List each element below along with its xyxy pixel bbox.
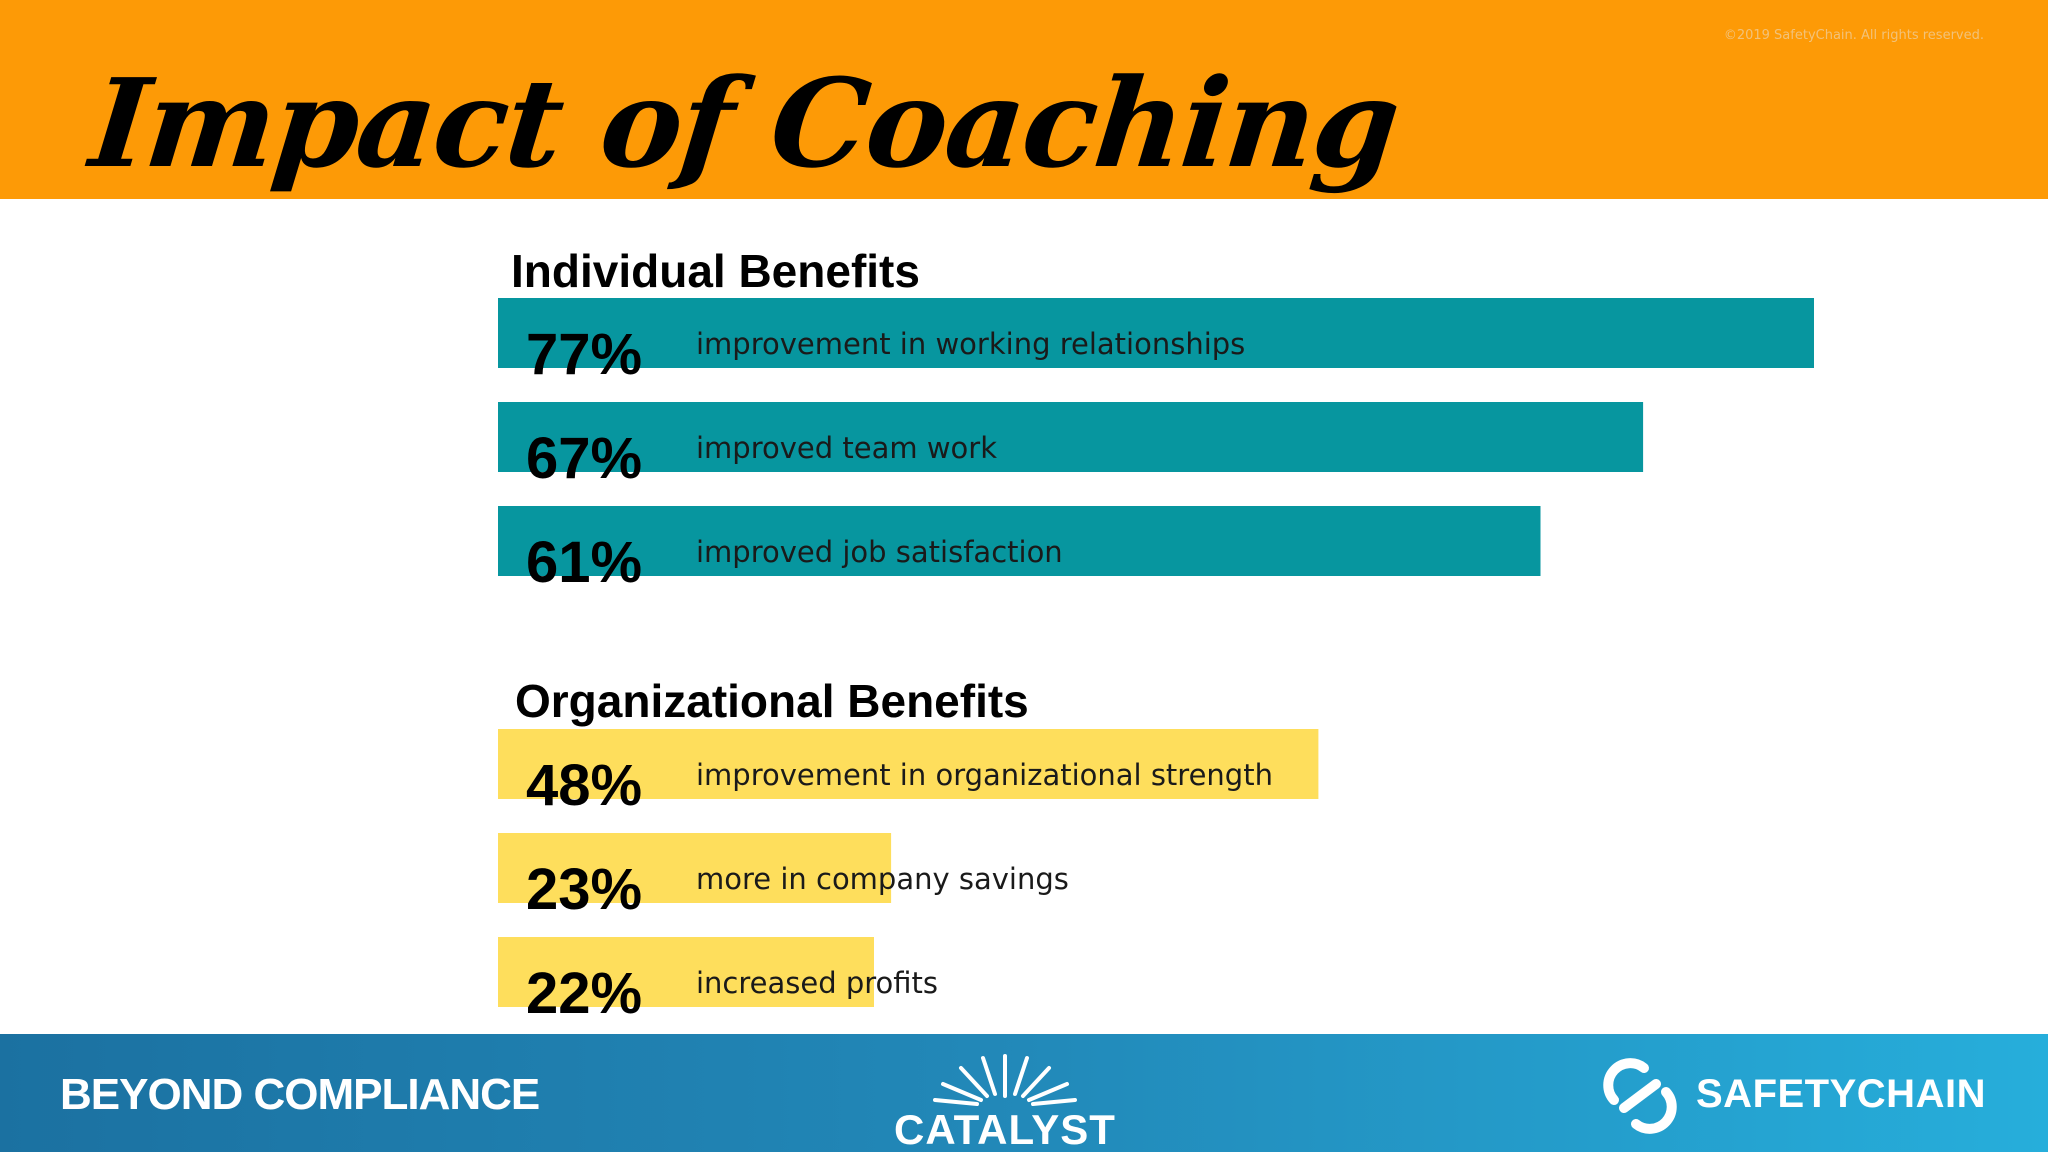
copyright-notice: ©2019 SafetyChain. All rights reserved. [1723, 28, 1984, 43]
bar-0-2 [498, 506, 1541, 576]
header-banner: ©2019 SafetyChain. All rights reserved. … [0, 0, 2048, 199]
benefits-bar-chart: 77% improvement in working relationships 6… [498, 298, 1814, 1026]
bar-1-0 [498, 729, 1319, 799]
bar-0-0 [498, 298, 1814, 368]
organizational-benefits-heading: Organizational Benefits [515, 675, 1029, 727]
footer-banner: BEYOND COMPLIANCE CATALYST [0, 1034, 2048, 1153]
bar-1-1 [498, 833, 892, 903]
bar-value-label: 48% [526, 753, 642, 818]
bar-value-label: 23% [526, 857, 642, 922]
bar-category-label: improved job satisfaction [696, 535, 1063, 569]
bar-1-2 [498, 937, 874, 1007]
safetychain-wordmark: SAFETYCHAIN [1696, 1072, 1986, 1116]
bar-value-label: 77% [526, 322, 642, 387]
bar-category-label: improvement in organizational strength [696, 758, 1273, 792]
footer-tagline: BEYOND COMPLIANCE [60, 1070, 540, 1119]
bar-category-label: more in company savings [696, 862, 1069, 896]
bar-value-label: 67% [526, 426, 642, 491]
bar-category-label: increased profits [696, 966, 938, 1000]
catalyst-logo: CATALYST [890, 1038, 1120, 1153]
bar-0-1 [498, 402, 1644, 472]
safetychain-logo: SAFETYCHAIN [1600, 1056, 2000, 1134]
catalyst-wordmark: CATALYST [894, 1106, 1116, 1153]
chain-link-icon [1603, 1058, 1677, 1134]
bar-category-label: improved team work [696, 431, 997, 465]
bar-value-label: 22% [526, 961, 642, 1026]
bar-category-label: improvement in working relationships [696, 327, 1245, 361]
bar-value-label: 61% [526, 530, 642, 595]
sunburst-icon [933, 1054, 1077, 1106]
individual-benefits-heading: Individual Benefits [511, 245, 920, 297]
